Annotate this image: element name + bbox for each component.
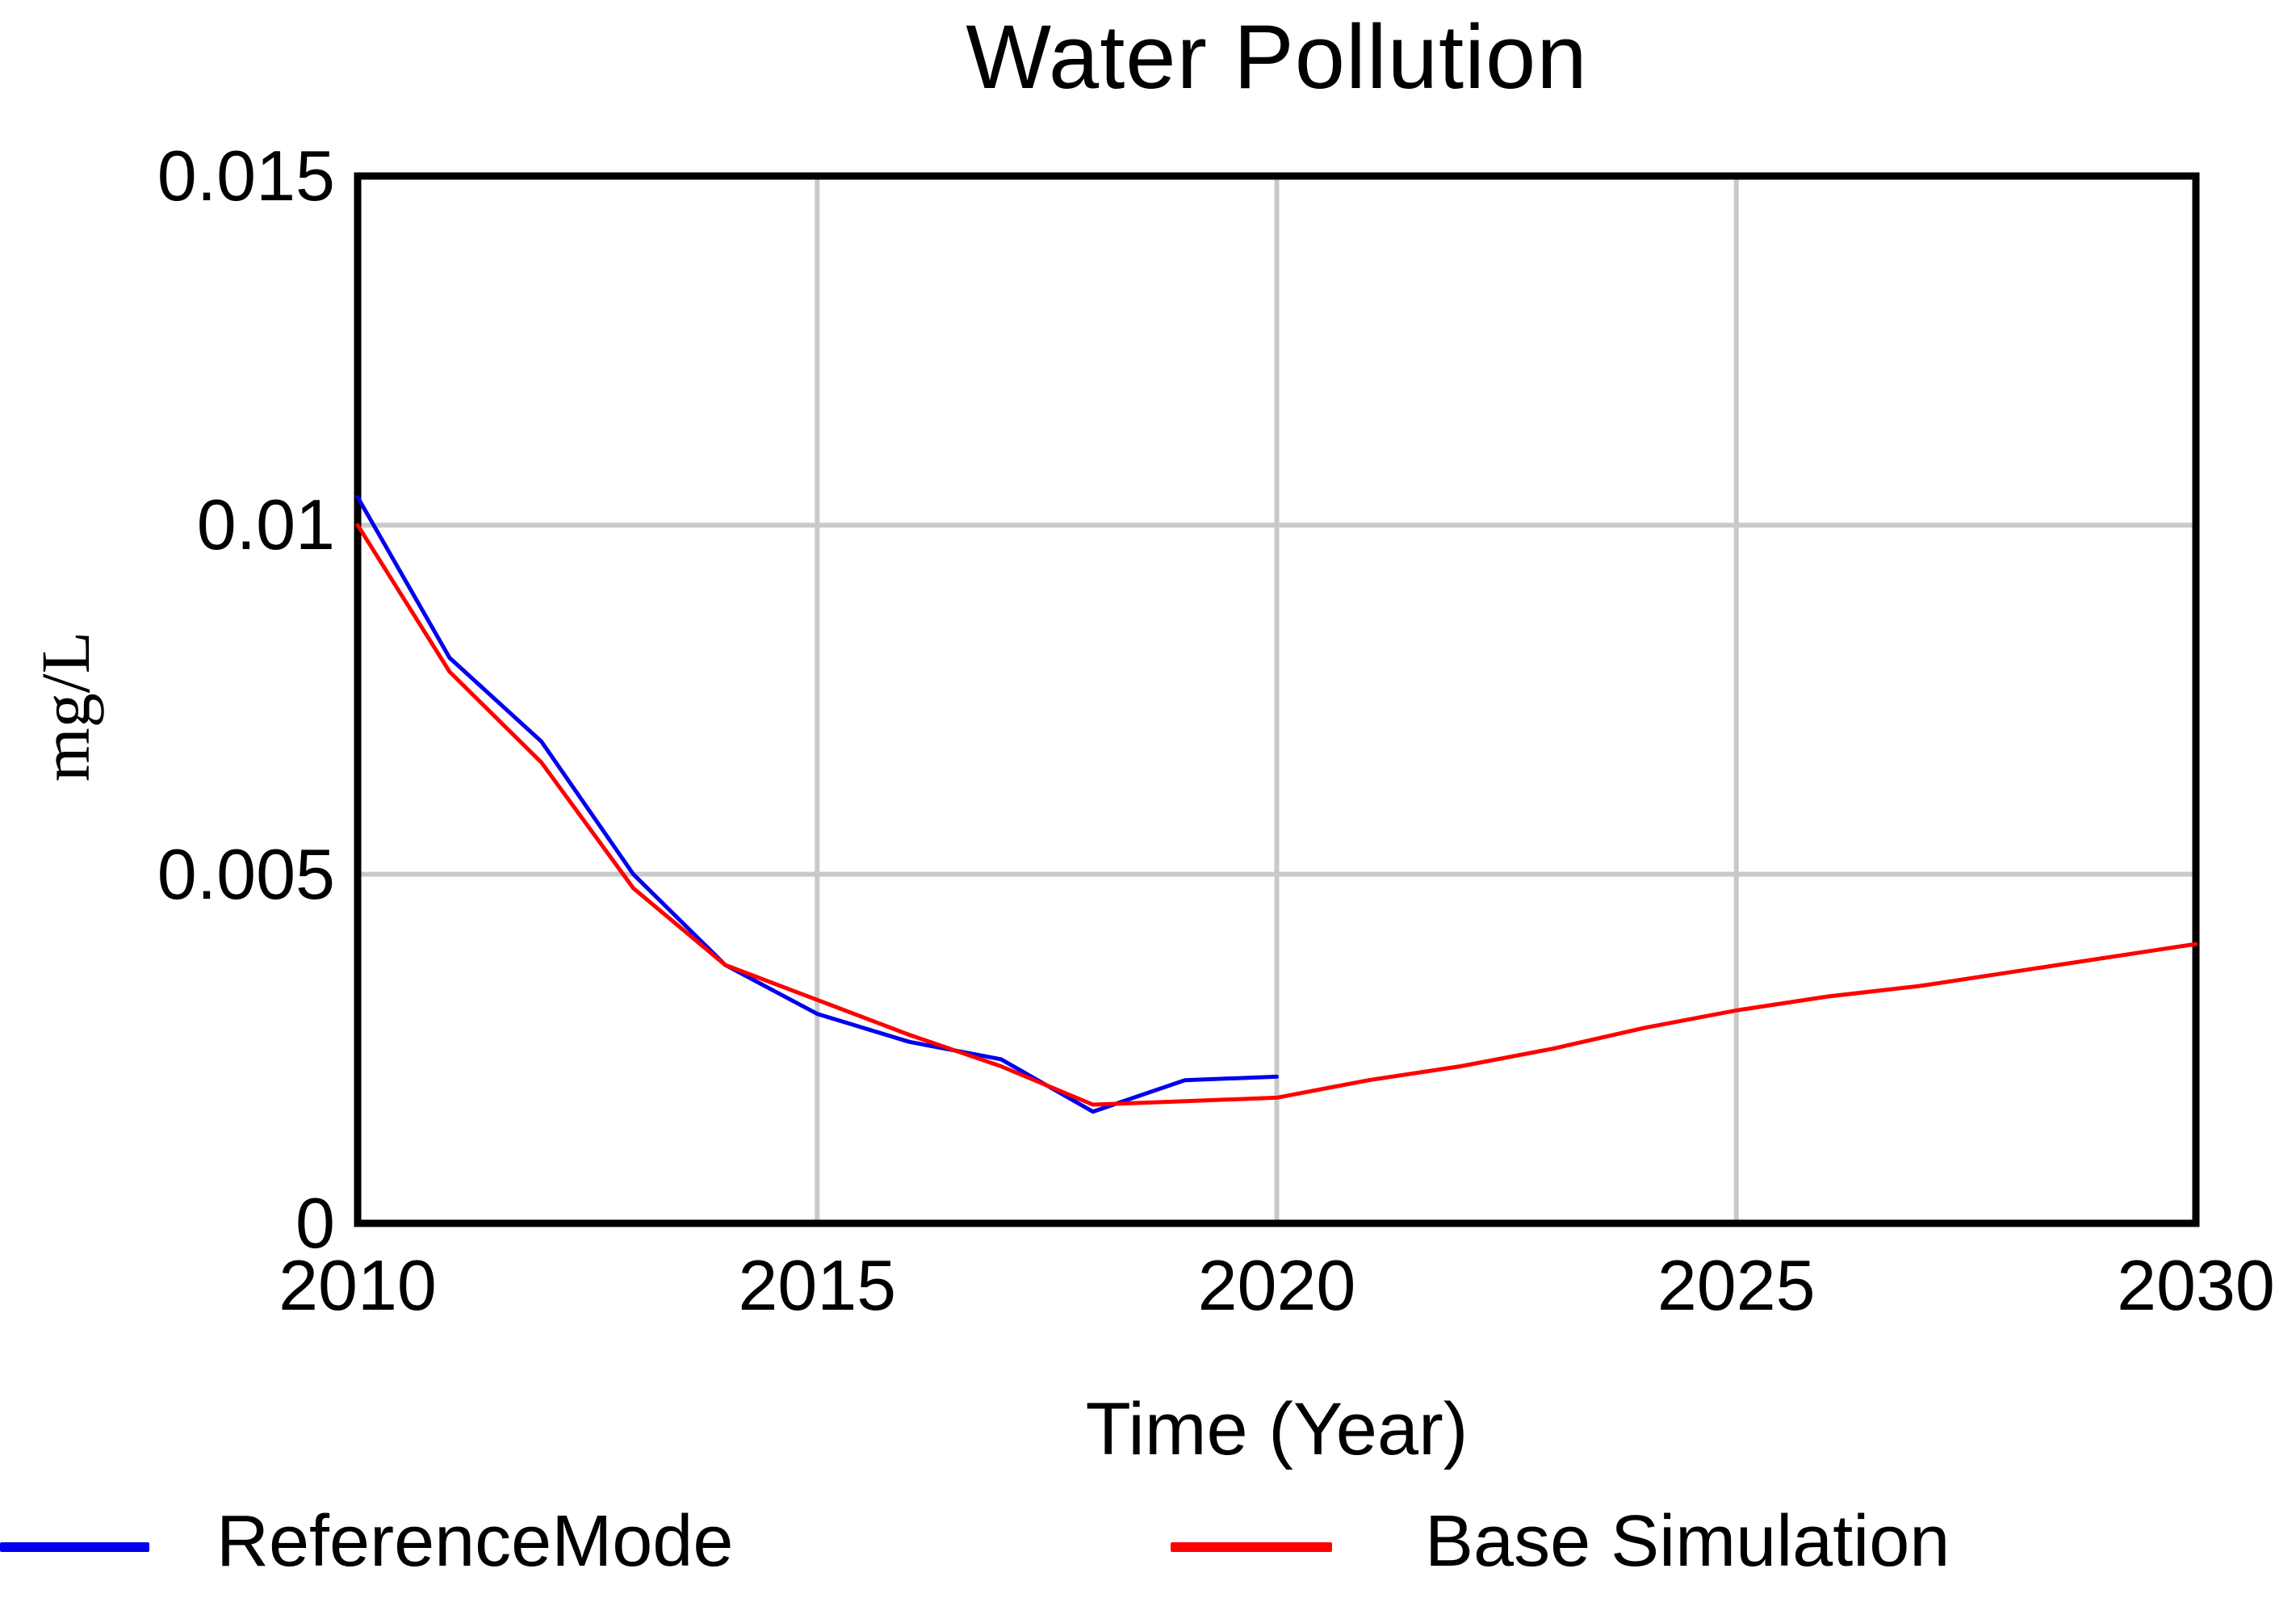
y-tick-label: 0.01: [196, 484, 335, 565]
series-line-base-simulation: [355, 522, 2198, 1107]
x-tick-label: 2020: [1197, 1245, 1356, 1325]
x-tick-label: 2015: [738, 1245, 897, 1325]
y-tick-label: 0.015: [157, 136, 335, 216]
legend-line-swatch-reference-mode: [0, 1542, 149, 1552]
legend: ReferenceMode Base Simulation: [0, 1500, 2296, 1598]
legend-label-reference-mode: ReferenceMode: [216, 1501, 734, 1582]
legend-label-base-simulation: Base Simulation: [1425, 1501, 1950, 1582]
y-tick-label: 0: [295, 1183, 335, 1263]
plot-border: [354, 172, 2200, 1227]
chart-title: Water Pollution: [966, 6, 1588, 107]
x-tick-label: 2010: [279, 1245, 437, 1325]
x-axis-title: Time (Year): [1085, 1388, 1469, 1470]
y-tick-label: 0.005: [157, 833, 335, 914]
x-tick-label: 2025: [1657, 1245, 1816, 1325]
series-line-referencemode: [355, 495, 1279, 1114]
x-tick-label: 2030: [2117, 1245, 2275, 1325]
legend-line-swatch-base-simulation: [1171, 1542, 1332, 1552]
